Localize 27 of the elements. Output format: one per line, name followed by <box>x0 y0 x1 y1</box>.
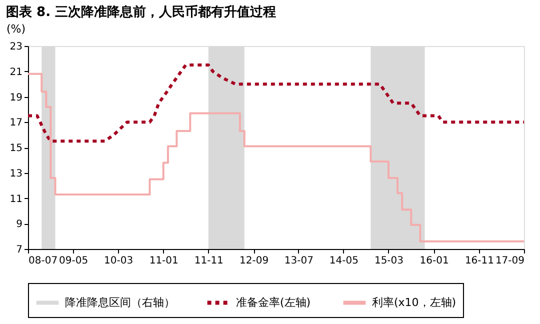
x-tick-label: 09-05 <box>58 256 88 266</box>
y-tick-label: 17 <box>10 118 22 129</box>
x-tick-label: 11-01 <box>149 256 178 266</box>
y-tick-label: 23 <box>10 42 22 52</box>
x-tick-label: 16-11 <box>464 256 494 266</box>
y-tick-label: 19 <box>10 92 22 104</box>
x-tick-label: 10-03 <box>104 256 134 266</box>
legend-label: 降准降息区间（右轴） <box>65 296 175 309</box>
x-tick-label: 08-07 <box>28 256 58 266</box>
y-axis-title: (%) <box>6 22 26 36</box>
x-tick-label: 17-09 <box>495 256 524 266</box>
y-tick-label: 9 <box>16 219 22 230</box>
x-tick-label: 13-07 <box>284 256 314 266</box>
y-tick-label: 13 <box>10 168 22 180</box>
y-tick-label: 11 <box>10 194 22 205</box>
legend-label: 准备金率(左轴) <box>236 296 311 309</box>
y-tick-label: 7 <box>16 244 22 256</box>
chart-title: 图表 8. 三次降准降息前，人民币都有升值过程 <box>6 4 276 20</box>
x-tick-label: 14-05 <box>329 256 358 266</box>
x-tick-label: 16-01 <box>420 256 449 266</box>
y-tick-label: 21 <box>10 66 22 78</box>
y-tick-label: 15 <box>10 143 22 154</box>
x-tick-label: 11-11 <box>194 256 224 266</box>
x-tick-label: 12-09 <box>240 256 269 266</box>
legend-label: 利率(x10，左轴) <box>372 296 456 309</box>
x-tick-label: 15-03 <box>374 256 404 266</box>
line-series <box>26 64 526 143</box>
